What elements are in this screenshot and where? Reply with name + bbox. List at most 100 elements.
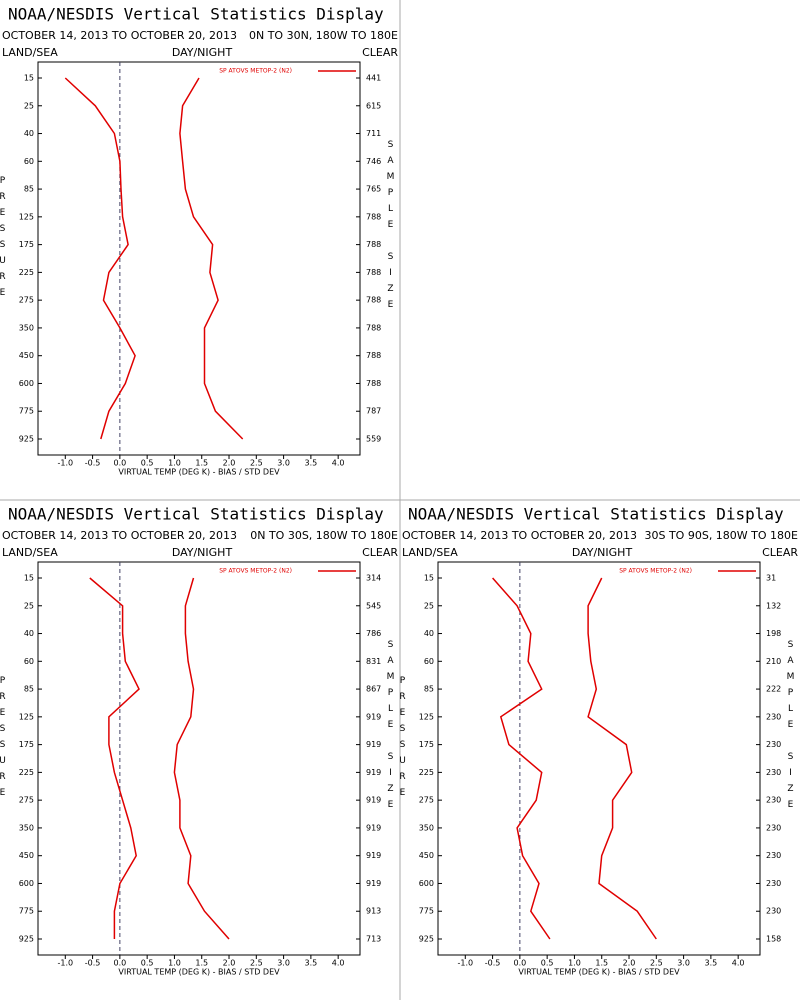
y-tick-label: 175: [19, 740, 34, 749]
date-range: OCTOBER 14, 2013 TO OCTOBER 20, 2013: [2, 529, 237, 542]
plot-frame: [37, 561, 361, 956]
y-tick-label: 60: [424, 657, 434, 666]
region: 30S TO 90S, 180W TO 180E: [644, 529, 798, 542]
land-sea-label: LAND/SEA: [2, 46, 58, 59]
sample-size: 765: [366, 185, 381, 194]
x-axis-label: VIRTUAL TEMP (DEG K) - BIAS / STD DEV: [118, 468, 280, 477]
y-tick-label: 450: [19, 851, 34, 860]
panel: NOAA/NESDIS Vertical Statistics Display O…: [0, 5, 398, 477]
chart-title: NOAA/NESDIS Vertical Statistics Display: [408, 505, 784, 524]
x-tick-label: 1.0: [168, 459, 181, 468]
sample-size: 713: [366, 935, 381, 944]
y-tick-label: 60: [24, 157, 34, 166]
y-axis-label: PRESSURE: [0, 676, 8, 804]
y-tick-label: 85: [424, 685, 434, 694]
sample-size: 230: [766, 879, 781, 888]
clear-label: CLEAR: [362, 546, 398, 559]
y2-axis-label: SAMPLE SIZE: [386, 640, 396, 816]
y-tick-label: 350: [19, 323, 34, 332]
x-axis-label: VIRTUAL TEMP (DEG K) - BIAS / STD DEV: [518, 968, 680, 977]
sample-size: 230: [766, 851, 781, 860]
y-tick-label: 25: [424, 601, 434, 610]
x-tick-label: 2.0: [223, 959, 236, 968]
x-tick-label: 2.0: [223, 459, 236, 468]
y-tick-label: 600: [19, 379, 34, 388]
x-tick-label: 3.5: [705, 959, 718, 968]
y-tick-label: 125: [19, 712, 34, 721]
date-range: OCTOBER 14, 2013 TO OCTOBER 20, 2013: [2, 29, 237, 42]
x-tick-label: 3.0: [277, 459, 290, 468]
sample-size: 788: [366, 379, 381, 388]
y-tick-label: 775: [419, 907, 434, 916]
y-tick-label: 40: [24, 629, 34, 638]
profile-line: [89, 577, 140, 939]
x-tick-label: 0.0: [113, 459, 126, 468]
y-tick-label: 275: [19, 796, 34, 805]
x-axis-label: VIRTUAL TEMP (DEG K) - BIAS / STD DEV: [118, 968, 280, 977]
sample-size: 210: [766, 657, 781, 666]
x-tick-label: 2.5: [650, 959, 663, 968]
sample-size: 788: [366, 323, 381, 332]
x-tick-label: -1.0: [57, 459, 73, 468]
x-tick-label: -0.5: [85, 959, 101, 968]
sample-size: 314: [366, 574, 381, 583]
profile-line: [64, 77, 136, 440]
x-tick-label: 1.5: [595, 959, 608, 968]
panel: NOAA/NESDIS Vertical Statistics Display O…: [398, 505, 799, 977]
y-tick-label: 925: [19, 435, 34, 444]
x-tick-label: 4.0: [732, 959, 745, 968]
x-tick-label: 0.0: [513, 959, 526, 968]
sample-size: 788: [366, 240, 381, 249]
sample-size: 919: [366, 851, 381, 860]
x-tick-label: 3.0: [277, 959, 290, 968]
sample-size: 867: [366, 685, 381, 694]
sample-size: 230: [766, 823, 781, 832]
x-tick-label: 1.0: [168, 959, 181, 968]
plot-frame: [37, 61, 361, 456]
sample-size: 913: [366, 907, 381, 916]
y-tick-label: 350: [19, 823, 34, 832]
y-tick-label: 15: [24, 74, 34, 83]
sample-size: 158: [766, 935, 781, 944]
y-tick-label: 15: [424, 574, 434, 583]
sample-size: 711: [366, 129, 381, 138]
x-tick-label: 0.5: [141, 459, 154, 468]
y-tick-label: 775: [19, 907, 34, 916]
sample-size: 230: [766, 740, 781, 749]
panel: NOAA/NESDIS Vertical Statistics Display O…: [0, 505, 398, 977]
y-tick-label: 40: [424, 629, 434, 638]
sample-size: 919: [366, 712, 381, 721]
sample-size: 746: [366, 157, 381, 166]
sample-size: 788: [366, 351, 381, 360]
y-tick-label: 925: [19, 935, 34, 944]
y-tick-label: 15: [24, 574, 34, 583]
sample-size: 786: [366, 629, 381, 638]
y-tick-label: 175: [19, 240, 34, 249]
clear-label: CLEAR: [362, 46, 398, 59]
y-tick-label: 450: [419, 851, 434, 860]
sample-size: 919: [366, 796, 381, 805]
x-tick-label: 2.5: [250, 959, 263, 968]
profile-line: [173, 577, 230, 940]
x-tick-label: 3.5: [305, 959, 318, 968]
y-tick-label: 275: [19, 296, 34, 305]
day-night-label: DAY/NIGHT: [172, 46, 233, 59]
date-range: OCTOBER 14, 2013 TO OCTOBER 20, 2013: [402, 529, 637, 542]
x-tick-label: -0.5: [485, 959, 501, 968]
y-axis-label: PRESSURE: [398, 676, 408, 804]
sample-size: 31: [766, 574, 776, 583]
x-tick-label: 4.0: [332, 959, 345, 968]
land-sea-label: LAND/SEA: [2, 546, 58, 559]
sample-size: 919: [366, 823, 381, 832]
y-tick-label: 175: [419, 740, 434, 749]
x-tick-label: 1.5: [195, 959, 208, 968]
sample-size: 132: [766, 601, 781, 610]
chart-title: NOAA/NESDIS Vertical Statistics Display: [8, 505, 384, 524]
day-night-label: DAY/NIGHT: [572, 546, 633, 559]
profile-line: [587, 577, 657, 940]
y-axis-label: PRESSURE: [0, 176, 8, 304]
legend-label: SP ATOVS METOP-2 (N2): [219, 68, 292, 75]
y-tick-label: 60: [24, 657, 34, 666]
plot-frame: [437, 561, 761, 956]
y-tick-label: 775: [19, 407, 34, 416]
